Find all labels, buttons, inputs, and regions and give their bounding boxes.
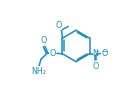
Text: O: O (49, 49, 56, 58)
Text: NH₂: NH₂ (32, 67, 47, 76)
Text: O: O (102, 49, 108, 58)
Text: −: − (101, 49, 107, 55)
Text: +: + (95, 50, 100, 55)
Text: O: O (56, 21, 62, 30)
Text: N: N (92, 50, 98, 59)
Text: O: O (92, 62, 99, 71)
Text: O: O (41, 36, 47, 45)
